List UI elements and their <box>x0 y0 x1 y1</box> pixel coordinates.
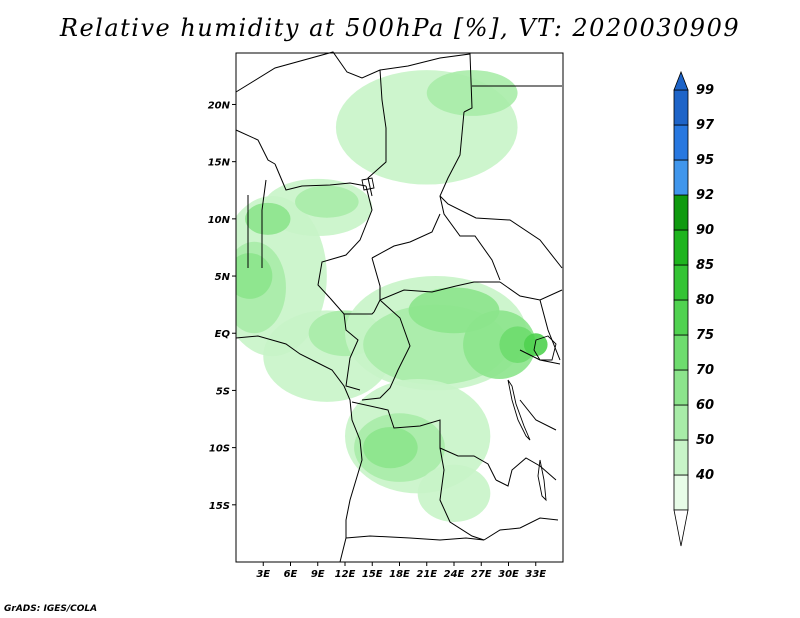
border-angola-namibia <box>345 535 485 541</box>
colorbar-segment-50 <box>673 439 689 476</box>
lon-tick-label: 30E <box>498 569 519 580</box>
colorbar: 40 50 60 70 75 80 85 90 92 95 97 99 <box>673 70 715 547</box>
latitude-axis: 20N 15N 10N 5N EQ 5S 10S 15S <box>208 100 236 512</box>
border-benin-togo <box>247 179 267 268</box>
humidity-patch-19 <box>417 464 491 522</box>
colorbar-segment-95 <box>673 159 689 196</box>
border-niger-chad <box>367 69 387 197</box>
colorbar-label: 92 <box>696 188 714 203</box>
border-algeria-niger <box>235 92 276 165</box>
colorbar-segment-70 <box>673 369 689 406</box>
colorbar-label: 99 <box>696 83 714 98</box>
humidity-patch-5 <box>245 202 291 235</box>
colorbar-segment-60 <box>673 404 689 441</box>
lon-tick-label: 18E <box>389 569 410 580</box>
colorbar-segment-90 <box>673 229 689 266</box>
lat-tick-label: 10S <box>209 444 230 455</box>
border-angola-zambia <box>439 447 485 541</box>
lake-chad <box>361 177 375 191</box>
lake-malawi <box>537 459 547 502</box>
border-cameroon-car <box>371 257 381 313</box>
lon-tick-label: 12E <box>335 569 356 580</box>
border-uganda-kenya <box>539 299 561 361</box>
country-borders <box>235 51 563 563</box>
lon-tick-label: 3E <box>256 569 270 580</box>
humidity-patch-15 <box>523 333 548 357</box>
lat-tick-label: 20N <box>208 100 231 111</box>
colorbar-segment-80 <box>673 299 689 336</box>
coastline-atlantic <box>235 335 363 563</box>
border-nigeria-cameroon <box>317 185 373 299</box>
border-cameroon-gabon <box>329 297 375 315</box>
border-drc-zambia <box>495 457 557 487</box>
lon-tick-label: 15E <box>362 569 383 580</box>
lat-tick-label: 5N <box>215 272 231 283</box>
lon-tick-label: 21E <box>416 569 437 580</box>
lake-tanganyika <box>507 379 531 441</box>
border-sudan-southsudan <box>439 195 563 269</box>
border-congo-drc <box>361 299 411 401</box>
credit-label: GrADS: IGES/COLA <box>4 604 98 614</box>
border-gabon-congo <box>343 313 361 391</box>
lat-tick-label: 15S <box>209 501 230 512</box>
border-zambia-zimbabwe <box>483 517 559 541</box>
longitude-axis: 3E 6E 9E 12E 15E 18E 21E 24E 27E 30E 33E <box>256 562 546 580</box>
map-title: Relative humidity at 500hPa [%], VT: 202… <box>59 14 741 42</box>
colorbar-label: 85 <box>696 258 714 273</box>
colorbar-label: 70 <box>696 363 714 378</box>
colorbar-label: 50 <box>696 433 714 448</box>
colorbar-label: 40 <box>695 468 714 483</box>
colorbar-label: 60 <box>696 398 714 413</box>
humidity-patch-7 <box>426 70 518 116</box>
lon-tick-label: 9E <box>311 569 325 580</box>
lat-tick-label: 15N <box>208 158 231 169</box>
lat-tick-label: 10N <box>208 215 231 226</box>
lat-tick-label: EQ <box>215 329 231 340</box>
colorbar-label: 95 <box>696 153 714 168</box>
colorbar-segment-97 <box>673 124 689 161</box>
lake-victoria <box>533 335 557 361</box>
colorbar-label: 97 <box>696 118 715 133</box>
lon-tick-label: 24E <box>444 569 465 580</box>
border-car-drc <box>379 281 500 301</box>
humidity-patch-4 <box>295 185 359 218</box>
colorbar-segment-40 <box>673 474 689 511</box>
colorbar-high-arrow <box>673 70 689 91</box>
colorbar-label: 80 <box>696 293 714 308</box>
humidity-shading <box>236 70 548 522</box>
colorbar-label: 75 <box>696 328 714 343</box>
lon-tick-label: 6E <box>284 569 298 580</box>
humidity-patch-18 <box>363 427 418 469</box>
humidity-patch-2 <box>236 253 273 299</box>
border-chad-car <box>371 213 441 259</box>
border-drc-angola <box>351 401 497 481</box>
border-sudan-chad <box>439 111 501 281</box>
colorbar-segment-85 <box>673 264 689 301</box>
border-niger-nigeria <box>274 163 367 191</box>
lat-tick-label: 5S <box>216 386 230 397</box>
lon-tick-label: 33E <box>525 569 546 580</box>
colorbar-label: 90 <box>696 223 714 238</box>
colorbar-low-arrow <box>673 509 689 547</box>
border-southsudan-drc-uganda <box>499 281 563 301</box>
lon-tick-label: 27E <box>471 569 492 580</box>
colorbar-segment-99 <box>673 89 689 126</box>
colorbar-segment-75 <box>673 334 689 371</box>
colorbar-segment-92 <box>673 194 689 231</box>
